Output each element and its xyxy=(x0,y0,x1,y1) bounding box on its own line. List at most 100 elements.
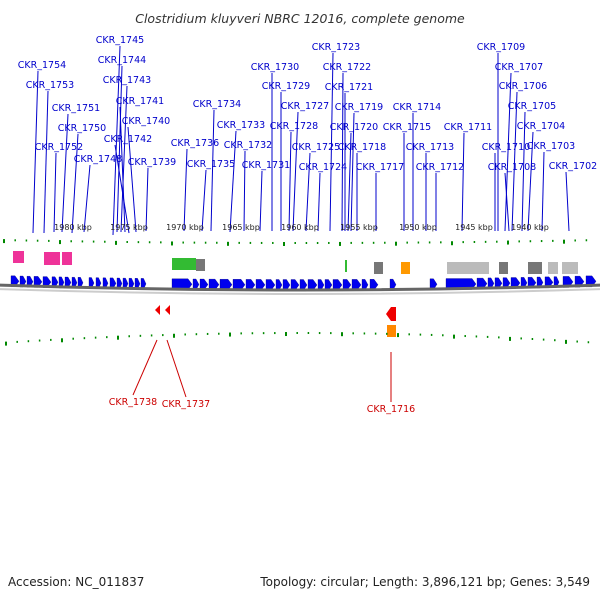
misc-feature[interactable] xyxy=(447,262,489,274)
kbp-label: 1970 kbp xyxy=(166,223,204,232)
gene-label-ckr_1708[interactable]: CKR_1708 xyxy=(488,162,536,173)
gene-label-ckr_1745[interactable]: CKR_1745 xyxy=(96,35,144,46)
gene-label-ckr_1705[interactable]: CKR_1705 xyxy=(508,101,556,112)
gene-label-ckr_1716[interactable]: CKR_1716 xyxy=(367,404,415,415)
gene-label-ckr_1734[interactable]: CKR_1734 xyxy=(193,99,241,110)
forward-label-leaders xyxy=(32,45,570,236)
gene-label-ckr_1704[interactable]: CKR_1704 xyxy=(517,121,565,132)
label-leader-line xyxy=(71,133,79,234)
reverse-label-leader xyxy=(132,339,158,396)
label-leader-line xyxy=(565,171,570,232)
gene-label-ckr_1751[interactable]: CKR_1751 xyxy=(52,103,100,114)
scale-ticks xyxy=(3,239,588,246)
label-leader-line xyxy=(183,148,188,232)
gene-label-ckr_1740[interactable]: CKR_1740 xyxy=(122,116,170,127)
misc-feature[interactable] xyxy=(172,258,196,270)
label-leader-line xyxy=(329,52,334,232)
misc-feature[interactable] xyxy=(499,262,508,274)
kbp-label: 1975 kbp xyxy=(110,223,148,232)
label-leader-line xyxy=(504,172,510,232)
label-leader-line xyxy=(61,113,69,233)
gene-label-ckr_1720[interactable]: CKR_1720 xyxy=(330,122,378,133)
gene-label-ckr_1714[interactable]: CKR_1714 xyxy=(393,102,441,113)
misc-feature[interactable] xyxy=(345,260,347,272)
misc-feature[interactable] xyxy=(196,259,205,271)
gene-label-ckr_1752[interactable]: CKR_1752 xyxy=(35,142,83,153)
gene-label-ckr_1725[interactable]: CKR_1725 xyxy=(292,142,340,153)
gene-label-ckr_1737[interactable]: CKR_1737 xyxy=(162,399,210,410)
gene-label-ckr_1731[interactable]: CKR_1731 xyxy=(242,160,290,171)
genome-backbone xyxy=(0,283,600,292)
kbp-label: 1950 kbp xyxy=(399,223,437,232)
trna-feature[interactable] xyxy=(62,252,72,265)
kbp-label: 1965 kbp xyxy=(222,223,260,232)
gene-label-ckr_1709[interactable]: CKR_1709 xyxy=(477,42,525,53)
label-leader-line xyxy=(53,152,57,233)
gene-label-ckr_1711[interactable]: CKR_1711 xyxy=(444,122,492,133)
gene-label-ckr_1719[interactable]: CKR_1719 xyxy=(335,102,383,113)
gene-label-ckr_1735[interactable]: CKR_1735 xyxy=(187,159,235,170)
gene-label-ckr_1712[interactable]: CKR_1712 xyxy=(416,162,464,173)
trna-feature[interactable] xyxy=(13,251,24,263)
gene-label-ckr_1727[interactable]: CKR_1727 xyxy=(281,101,329,112)
gene-label-ckr_1743[interactable]: CKR_1743 xyxy=(103,75,151,86)
label-leader-line xyxy=(229,130,237,233)
trna-feature[interactable] xyxy=(44,252,60,265)
misc-feature[interactable] xyxy=(548,262,558,274)
gene-label-ckr_1748[interactable]: CKR_1748 xyxy=(74,154,122,165)
reverse-gene-arrow[interactable] xyxy=(386,307,396,321)
misc-feature[interactable] xyxy=(401,262,410,274)
gene-label-ckr_1713[interactable]: CKR_1713 xyxy=(406,142,454,153)
gene-label-ckr_1750[interactable]: CKR_1750 xyxy=(58,123,106,134)
gene-label-ckr_1739[interactable]: CKR_1739 xyxy=(128,157,176,168)
label-leader-line xyxy=(350,112,355,232)
gene-label-ckr_1732[interactable]: CKR_1732 xyxy=(224,140,272,151)
gene-label-ckr_1703[interactable]: CKR_1703 xyxy=(527,141,575,152)
misc-feature[interactable] xyxy=(374,262,383,274)
gene-label-ckr_1744[interactable]: CKR_1744 xyxy=(98,55,146,66)
reverse-misc-feature[interactable] xyxy=(387,325,396,337)
kbp-label: 1955 kbp xyxy=(340,223,378,232)
map-title: Clostridium kluyveri NBRC 12016, complet… xyxy=(135,11,465,26)
label-leader-line xyxy=(127,126,137,233)
gene-label-ckr_1741[interactable]: CKR_1741 xyxy=(116,96,164,107)
label-leader-line xyxy=(511,91,518,232)
label-leader-line xyxy=(292,111,299,232)
gene-label-ckr_1724[interactable]: CKR_1724 xyxy=(299,162,347,173)
gene-label-ckr_1729[interactable]: CKR_1729 xyxy=(262,81,310,92)
label-leader-line xyxy=(521,111,526,232)
label-leader-line xyxy=(112,45,121,236)
accession-text: Accession: NC_011837 xyxy=(8,575,144,589)
gene-label-ckr_1738[interactable]: CKR_1738 xyxy=(109,397,157,408)
reverse-gene-arrow[interactable] xyxy=(155,305,160,315)
gene-label-ckr_1707[interactable]: CKR_1707 xyxy=(495,62,543,73)
gene-label-ckr_1722[interactable]: CKR_1722 xyxy=(323,62,371,73)
gene-label-ckr_1723[interactable]: CKR_1723 xyxy=(312,42,360,53)
label-leader-line xyxy=(210,109,215,232)
gene-label-ckr_1733[interactable]: CKR_1733 xyxy=(217,120,265,131)
gene-label-ckr_1717[interactable]: CKR_1717 xyxy=(356,162,404,173)
misc-feature[interactable] xyxy=(562,262,578,274)
gene-label-ckr_1728[interactable]: CKR_1728 xyxy=(270,121,318,132)
gene-label-ckr_1702[interactable]: CKR_1702 xyxy=(549,161,597,172)
kbp-label: 1940 kbp xyxy=(511,223,549,232)
gene-label-ckr_1706[interactable]: CKR_1706 xyxy=(499,81,547,92)
label-leader-line xyxy=(243,150,246,232)
gene-label-ckr_1730[interactable]: CKR_1730 xyxy=(251,62,299,73)
gene-label-ckr_1753[interactable]: CKR_1753 xyxy=(26,80,74,91)
misc-feature[interactable] xyxy=(528,262,542,274)
kbp-scale-labels: 1980 kbp 1975 kbp 1970 kbp 1965 kbp 1960 kbp… xyxy=(54,223,549,232)
reverse-gene-labels: CKR_1738 CKR_1737 CKR_1716 xyxy=(109,339,415,415)
gene-label-ckr_1736[interactable]: CKR_1736 xyxy=(171,138,219,149)
gene-label-ckr_1710[interactable]: CKR_1710 xyxy=(482,142,530,153)
gene-label-ckr_1718[interactable]: CKR_1718 xyxy=(338,142,386,153)
gene-label-ckr_1754[interactable]: CKR_1754 xyxy=(18,60,66,71)
label-leader-line xyxy=(119,106,126,233)
gene-label-ckr_1721[interactable]: CKR_1721 xyxy=(325,82,373,93)
reverse-gene-arrow[interactable] xyxy=(165,305,170,315)
label-leader-line xyxy=(504,72,512,232)
gene-label-ckr_1715[interactable]: CKR_1715 xyxy=(383,122,431,133)
label-leader-line xyxy=(145,167,149,232)
gene-label-ckr_1742[interactable]: CKR_1742 xyxy=(104,134,152,145)
